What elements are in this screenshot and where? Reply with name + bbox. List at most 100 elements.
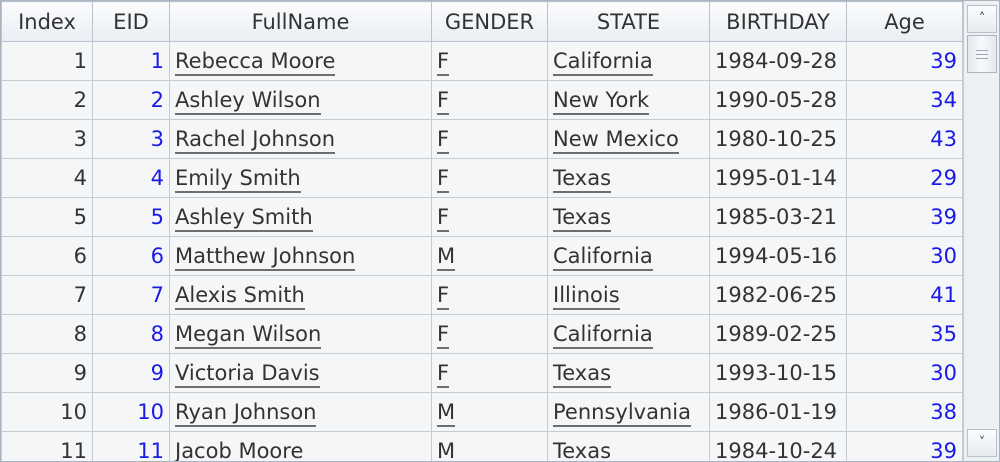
table-row[interactable]: 8 8 Megan Wilson F California 1989-02-25 35 — [1, 314, 963, 354]
column-header-fullname[interactable]: FullName — [169, 1, 432, 42]
cell-gender[interactable]: F — [431, 314, 548, 354]
cell-index[interactable]: 5 — [1, 197, 93, 237]
cell-age[interactable]: 39 — [846, 41, 963, 81]
cell-fullname[interactable]: Victoria Davis — [169, 353, 432, 393]
cell-eid[interactable]: 11 — [92, 431, 170, 461]
column-header-gender[interactable]: GENDER — [431, 1, 548, 42]
cell-gender[interactable]: F — [431, 158, 548, 198]
cell-age[interactable]: 34 — [846, 80, 963, 120]
table-row[interactable]: 2 2 Ashley Wilson F New York 1990-05-28 34 — [1, 80, 963, 120]
cell-state[interactable]: Pennsylvania — [547, 392, 710, 432]
cell-age[interactable]: 38 — [846, 392, 963, 432]
cell-age[interactable]: 43 — [846, 119, 963, 159]
table-row[interactable]: 6 6 Matthew Johnson M California 1994-05-16 30 — [1, 236, 963, 276]
table-row[interactable]: 9 9 Victoria Davis F Texas 1993-10-15 30 — [1, 353, 963, 393]
cell-birthday[interactable]: 1982-06-25 — [709, 275, 847, 315]
cell-state[interactable]: Texas — [547, 431, 710, 461]
cell-fullname[interactable]: Megan Wilson — [169, 314, 432, 354]
cell-birthday[interactable]: 1995-01-14 — [709, 158, 847, 198]
cell-eid[interactable]: 1 — [92, 41, 170, 81]
column-header-age[interactable]: Age — [846, 1, 963, 42]
cell-birthday[interactable]: 1989-02-25 — [709, 314, 847, 354]
table-row[interactable]: 7 7 Alexis Smith F Illinois 1982-06-25 41 — [1, 275, 963, 315]
column-header-index[interactable]: Index — [1, 1, 93, 42]
cell-index[interactable]: 2 — [1, 80, 93, 120]
cell-gender[interactable]: M — [431, 236, 548, 276]
cell-age[interactable]: 39 — [846, 197, 963, 237]
column-header-state[interactable]: STATE — [547, 1, 710, 42]
cell-state[interactable]: Texas — [547, 197, 710, 237]
cell-gender[interactable]: M — [431, 431, 548, 461]
cell-eid[interactable]: 5 — [92, 197, 170, 237]
cell-gender[interactable]: M — [431, 392, 548, 432]
cell-index[interactable]: 7 — [1, 275, 93, 315]
cell-birthday[interactable]: 1984-10-24 — [709, 431, 847, 461]
cell-index[interactable]: 11 — [1, 431, 93, 461]
cell-fullname[interactable]: Ryan Johnson — [169, 392, 432, 432]
cell-index[interactable]: 1 — [1, 41, 93, 81]
cell-birthday[interactable]: 1986-01-19 — [709, 392, 847, 432]
cell-index[interactable]: 10 — [1, 392, 93, 432]
cell-age[interactable]: 39 — [846, 431, 963, 461]
cell-index[interactable]: 8 — [1, 314, 93, 354]
cell-eid[interactable]: 9 — [92, 353, 170, 393]
cell-birthday[interactable]: 1980-10-25 — [709, 119, 847, 159]
vertical-scrollbar[interactable]: ˄ ˅ — [963, 1, 999, 461]
cell-birthday[interactable]: 1994-05-16 — [709, 236, 847, 276]
cell-fullname[interactable]: Alexis Smith — [169, 275, 432, 315]
cell-index[interactable]: 6 — [1, 236, 93, 276]
cell-eid[interactable]: 2 — [92, 80, 170, 120]
cell-fullname[interactable]: Jacob Moore — [169, 431, 432, 461]
cell-state[interactable]: Texas — [547, 158, 710, 198]
scroll-thumb[interactable] — [967, 35, 997, 73]
cell-gender[interactable]: F — [431, 353, 548, 393]
cell-state[interactable]: New Mexico — [547, 119, 710, 159]
cell-index[interactable]: 3 — [1, 119, 93, 159]
cell-index[interactable]: 9 — [1, 353, 93, 393]
cell-age[interactable]: 30 — [846, 236, 963, 276]
cell-fullname[interactable]: Ashley Wilson — [169, 80, 432, 120]
cell-fullname[interactable]: Rebecca Moore — [169, 41, 432, 81]
column-header-birthday[interactable]: BIRTHDAY — [709, 1, 847, 42]
cell-eid[interactable]: 10 — [92, 392, 170, 432]
cell-birthday[interactable]: 1985-03-21 — [709, 197, 847, 237]
table-row[interactable]: 11 11 Jacob Moore M Texas 1984-10-24 39 — [1, 431, 963, 461]
cell-gender[interactable]: F — [431, 80, 548, 120]
cell-state[interactable]: California — [547, 314, 710, 354]
cell-fullname[interactable]: Rachel Johnson — [169, 119, 432, 159]
cell-fullname[interactable]: Matthew Johnson — [169, 236, 432, 276]
cell-eid[interactable]: 8 — [92, 314, 170, 354]
cell-state[interactable]: New York — [547, 80, 710, 120]
cell-state[interactable]: California — [547, 236, 710, 276]
cell-birthday[interactable]: 1984-09-28 — [709, 41, 847, 81]
cell-state[interactable]: California — [547, 41, 710, 81]
cell-age[interactable]: 29 — [846, 158, 963, 198]
cell-gender[interactable]: F — [431, 41, 548, 81]
scroll-down-button[interactable]: ˅ — [967, 429, 997, 457]
cell-state[interactable]: Illinois — [547, 275, 710, 315]
cell-age[interactable]: 35 — [846, 314, 963, 354]
table-row[interactable]: 1 1 Rebecca Moore F California 1984-09-28 39 — [1, 41, 963, 81]
cell-fullname[interactable]: Ashley Smith — [169, 197, 432, 237]
scroll-up-button[interactable]: ˄ — [967, 5, 997, 33]
cell-eid[interactable]: 6 — [92, 236, 170, 276]
cell-birthday[interactable]: 1993-10-15 — [709, 353, 847, 393]
cell-eid[interactable]: 3 — [92, 119, 170, 159]
cell-gender[interactable]: F — [431, 197, 548, 237]
cell-eid[interactable]: 4 — [92, 158, 170, 198]
cell-age[interactable]: 41 — [846, 275, 963, 315]
cell-index[interactable]: 4 — [1, 158, 93, 198]
table-row[interactable]: 4 4 Emily Smith F Texas 1995-01-14 29 — [1, 158, 963, 198]
cell-eid[interactable]: 7 — [92, 275, 170, 315]
table-row[interactable]: 3 3 Rachel Johnson F New Mexico 1980-10-25 43 — [1, 119, 963, 159]
table-row[interactable]: 10 10 Ryan Johnson M Pennsylvania 1986-01-19 3… — [1, 392, 963, 432]
cell-state[interactable]: Texas — [547, 353, 710, 393]
cell-gender[interactable]: F — [431, 119, 548, 159]
cell-fullname[interactable]: Emily Smith — [169, 158, 432, 198]
cell-gender[interactable]: F — [431, 275, 548, 315]
column-header-eid[interactable]: EID — [92, 1, 170, 42]
cell-state-text: Texas — [553, 166, 612, 193]
table-row[interactable]: 5 5 Ashley Smith F Texas 1985-03-21 39 — [1, 197, 963, 237]
cell-birthday[interactable]: 1990-05-28 — [709, 80, 847, 120]
cell-age[interactable]: 30 — [846, 353, 963, 393]
